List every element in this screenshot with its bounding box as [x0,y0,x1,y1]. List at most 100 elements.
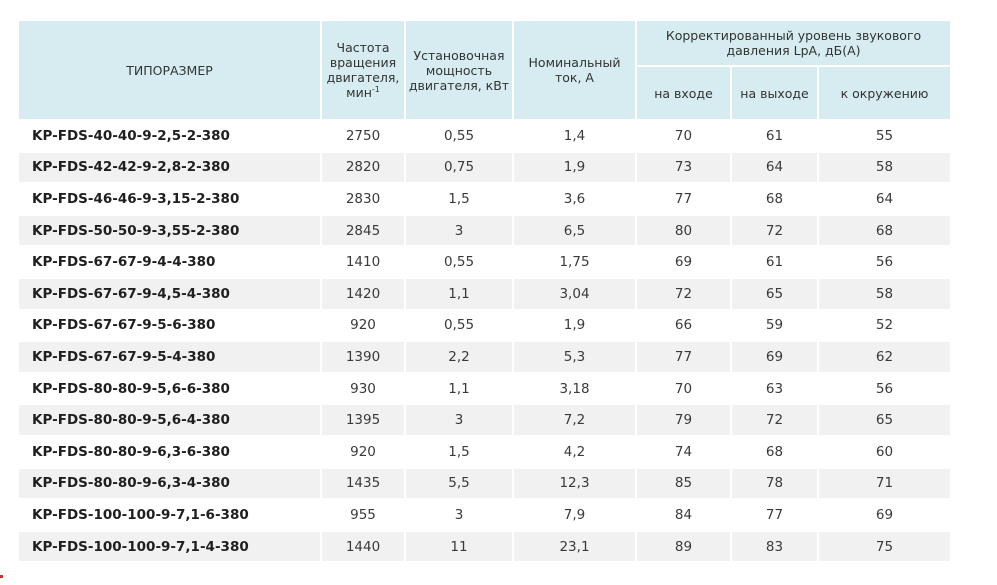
header-inlet: на входе [637,67,732,121]
cell-surround: 55 [819,121,951,153]
cell-speed: 2830 [322,184,406,216]
header-speed-sup: -1 [371,84,380,94]
cell-power: 11 [406,531,514,564]
cell-speed: 1420 [322,278,406,311]
cell-power: 3 [406,215,514,248]
cell-current: 1,4 [514,121,637,153]
table-row: KP-FDS-80-80-9-5,6-6-380 930 1,1 3,18 70 63 56 [19,373,951,406]
cell-inlet: 84 [637,500,732,532]
table-row: KP-FDS-67-67-9-5-4-380 1390 2,2 5,3 77 69 62 [19,342,951,374]
cell-model: KP-FDS-80-80-9-6,3-4-380 [19,468,322,501]
cell-power: 0,55 [406,121,514,153]
cell-model: KP-FDS-67-67-9-5-6-380 [19,310,322,343]
cell-current: 12,3 [514,468,637,501]
header-noise-group: Корректированный уровень звукового давле… [637,21,951,67]
cell-power: 3 [406,405,514,437]
table-row: KP-FDS-40-40-9-2,5-2-380 2750 0,55 1,4 70 61 5… [19,121,951,153]
cell-inlet: 70 [637,373,732,406]
table-row: KP-FDS-67-67-9-4-4-380 1410 0,55 1,75 69 61 56 [19,247,951,279]
cell-inlet: 79 [637,405,732,437]
cell-speed: 2820 [322,152,406,185]
cell-surround: 56 [819,373,951,406]
cell-outlet: 59 [732,310,819,343]
cell-surround: 58 [819,278,951,311]
header-speed: Частота вращения двигателя, мин-1 [322,21,406,121]
cell-surround: 52 [819,310,951,343]
cell-inlet: 77 [637,342,732,374]
table-body: KP-FDS-40-40-9-2,5-2-380 2750 0,55 1,4 70 61 5… [19,121,951,564]
cell-model: KP-FDS-100-100-9-7,1-6-380 [19,500,322,532]
cell-model: KP-FDS-80-80-9-5,6-4-380 [19,405,322,437]
cell-current: 4,2 [514,436,637,469]
cell-power: 2,2 [406,342,514,374]
cell-current: 7,9 [514,500,637,532]
header-speed-label: Частота вращения двигателя, мин [326,40,400,100]
cell-power: 1,5 [406,184,514,216]
cell-power: 0,55 [406,247,514,279]
cell-outlet: 61 [732,247,819,279]
cell-outlet: 69 [732,342,819,374]
cell-outlet: 83 [732,531,819,564]
cell-current: 6,5 [514,215,637,248]
cell-speed: 1440 [322,531,406,564]
cell-surround: 56 [819,247,951,279]
cell-power: 1,1 [406,278,514,311]
cell-model: KP-FDS-46-46-9-3,15-2-380 [19,184,322,216]
cell-power: 3 [406,500,514,532]
table-row: KP-FDS-67-67-9-5-6-380 920 0,55 1,9 66 59 52 [19,310,951,343]
cell-power: 1,1 [406,373,514,406]
cell-surround: 58 [819,152,951,185]
cell-surround: 69 [819,500,951,532]
header-surround: к окружению [819,67,951,121]
spec-table: ТИПОРАЗМЕР Частота вращения двигателя, м… [19,21,951,564]
cell-model: KP-FDS-50-50-9-3,55-2-380 [19,215,322,248]
cell-current: 7,2 [514,405,637,437]
cell-model: KP-FDS-100-100-9-7,1-4-380 [19,531,322,564]
cell-current: 1,75 [514,247,637,279]
cell-surround: 62 [819,342,951,374]
table-row: KP-FDS-80-80-9-5,6-4-380 1395 3 7,2 79 72 65 [19,405,951,437]
table-row: KP-FDS-100-100-9-7,1-4-380 1440 11 23,1 89 83… [19,531,951,564]
cell-speed: 2750 [322,121,406,153]
cell-power: 0,75 [406,152,514,185]
cell-speed: 920 [322,310,406,343]
cell-model: KP-FDS-67-67-9-4,5-4-380 [19,278,322,311]
table-row: KP-FDS-67-67-9-4,5-4-380 1420 1,1 3,04 72 65 5… [19,278,951,311]
cell-outlet: 68 [732,184,819,216]
cell-model: KP-FDS-67-67-9-5-4-380 [19,342,322,374]
cell-speed: 955 [322,500,406,532]
cell-current: 3,18 [514,373,637,406]
cell-model: KP-FDS-67-67-9-4-4-380 [19,247,322,279]
cell-surround: 64 [819,184,951,216]
cell-power: 0,55 [406,310,514,343]
cell-outlet: 72 [732,215,819,248]
cell-inlet: 85 [637,468,732,501]
header-current: Номинальный ток, А [514,21,637,121]
cell-outlet: 61 [732,121,819,153]
header-outlet: на выходе [732,67,819,121]
table-row: KP-FDS-100-100-9-7,1-6-380 955 3 7,9 84 77 69 [19,500,951,532]
cell-inlet: 69 [637,247,732,279]
cell-inlet: 72 [637,278,732,311]
cell-outlet: 63 [732,373,819,406]
spec-table-container: ТИПОРАЗМЕР Частота вращения двигателя, м… [19,21,951,564]
cell-inlet: 77 [637,184,732,216]
cell-surround: 71 [819,468,951,501]
cell-surround: 68 [819,215,951,248]
cell-inlet: 73 [637,152,732,185]
cell-current: 23,1 [514,531,637,564]
cell-outlet: 77 [732,500,819,532]
cell-inlet: 80 [637,215,732,248]
table-row: KP-FDS-80-80-9-6,3-4-380 1435 5,5 12,3 85 78 7… [19,468,951,501]
cell-inlet: 66 [637,310,732,343]
cell-speed: 1390 [322,342,406,374]
cell-speed: 1395 [322,405,406,437]
cell-speed: 2845 [322,215,406,248]
cell-power: 5,5 [406,468,514,501]
cell-surround: 60 [819,436,951,469]
cell-outlet: 64 [732,152,819,185]
cell-model: KP-FDS-80-80-9-6,3-6-380 [19,436,322,469]
table-row: KP-FDS-46-46-9-3,15-2-380 2830 1,5 3,6 77 68 6… [19,184,951,216]
cell-inlet: 70 [637,121,732,153]
cell-speed: 920 [322,436,406,469]
